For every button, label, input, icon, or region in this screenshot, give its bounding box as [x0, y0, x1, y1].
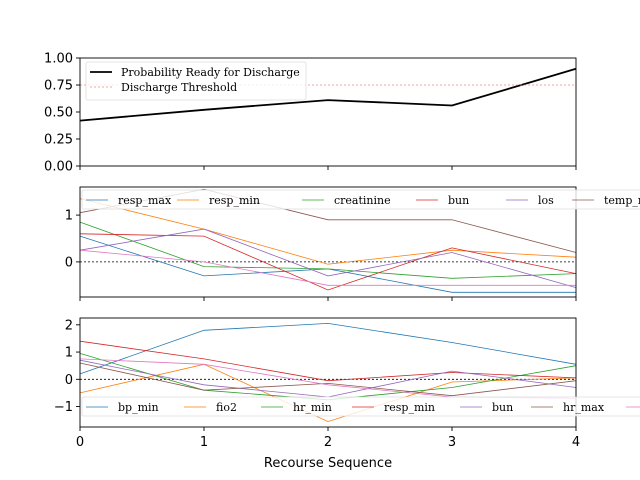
- legend-label: fio2: [216, 401, 237, 414]
- legend-label: bun: [448, 194, 469, 207]
- y-tick-label: 0: [65, 255, 73, 270]
- series-line-creatinine: [79, 221, 577, 279]
- legend-label: resp_min: [384, 401, 435, 414]
- legend-label: hr_min: [293, 401, 332, 414]
- x-tick-label: 2: [324, 435, 332, 450]
- legend-label: bun: [492, 401, 513, 414]
- x-tick-label: 3: [448, 435, 456, 450]
- y-tick-label: 0.75: [44, 79, 73, 94]
- legend-label: Probability Ready for Discharge: [121, 66, 300, 79]
- legend-box: [81, 396, 640, 417]
- series-line-resp-min: [79, 340, 577, 382]
- y-tick-label: 0: [65, 373, 73, 388]
- legend-label: los: [538, 194, 554, 207]
- series-line-bp-min: [79, 322, 577, 375]
- chart-panel-3: −1 0 1 2 0 1 2 3 4 Recourse Sequence bp_min fio2 hr_…: [54, 317, 640, 471]
- y-tick-label: 1.00: [44, 52, 73, 67]
- series-line-los: [79, 228, 577, 288]
- y-tick-label: 0.25: [44, 133, 73, 148]
- legend-box: [81, 189, 640, 210]
- chart-panel-2: 0 1 resp_max resp_min creatinine bun los temp_m…: [65, 186, 640, 301]
- x-axis-label: Recourse Sequence: [264, 456, 392, 471]
- legend-label: bp_min: [118, 401, 159, 414]
- y-tick-label: 1: [65, 209, 73, 224]
- series-line-hr-max: [79, 362, 577, 397]
- chart-panel-1: 0.00 0.25 0.50 0.75 1.00 Probability Ready fo…: [44, 52, 577, 175]
- y-tick-label: 2: [65, 318, 73, 333]
- legend-label: Discharge Threshold: [121, 81, 237, 94]
- legend-label: creatinine: [334, 194, 391, 207]
- legend-label: resp_max: [118, 194, 172, 207]
- y-tick-label: 0.50: [44, 106, 73, 121]
- legend: resp_max resp_min creatinine bun los temp_max: [81, 189, 640, 210]
- legend-label: resp_min: [209, 194, 260, 207]
- legend-box: [85, 61, 307, 101]
- series-line-bun: [79, 233, 577, 291]
- series-line-resp-min: [79, 198, 577, 265]
- series-line-hr-min: [79, 353, 577, 401]
- legend: bp_min fio2 hr_min resp_min bun hr_max: [81, 396, 640, 417]
- series-line-series-7: [79, 249, 576, 286]
- series-line-Probability Ready for Discharge: [79, 67, 577, 122]
- y-tick-label: 0.00: [44, 160, 73, 175]
- y-tick-label: 1: [65, 346, 73, 361]
- legend-label: hr_max: [563, 401, 605, 414]
- y-tick-label: −1: [54, 400, 73, 415]
- x-tick-label: 4: [572, 435, 580, 450]
- legend: Probability Ready for Discharge Discharge…: [85, 61, 307, 101]
- legend-label: temp_max: [604, 194, 640, 207]
- x-tick-label: 1: [200, 435, 208, 450]
- x-tick-label: 0: [76, 435, 84, 450]
